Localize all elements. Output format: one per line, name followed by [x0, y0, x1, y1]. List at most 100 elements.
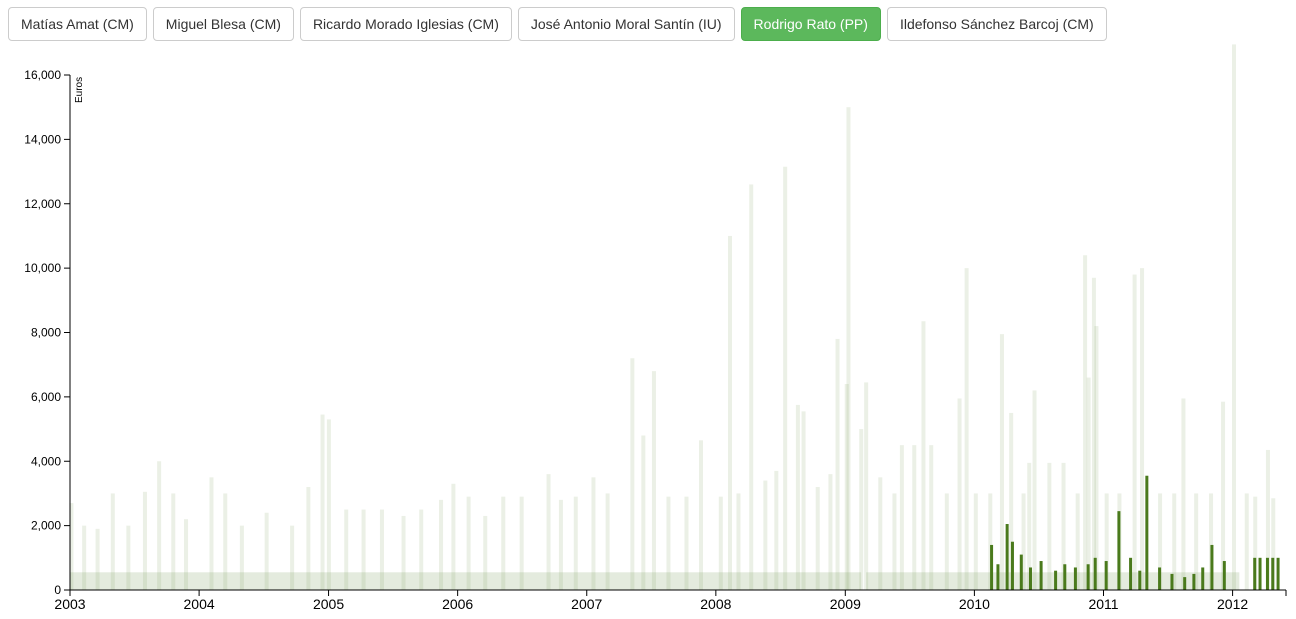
bg-bar-50: [835, 338, 840, 590]
director-button-group: Matías Amat (CM) Miguel Blesa (CM) Ricardo…: [8, 7, 1107, 41]
y-tick-3: 6,000: [31, 390, 70, 404]
bg-bar-23: [451, 483, 456, 590]
x-tick-1: 2004: [184, 590, 215, 612]
director-button-2[interactable]: Ricardo Morado Iglesias (CM): [299, 7, 512, 41]
rato-bar-16: [1145, 475, 1149, 590]
bg-bar-16: [326, 419, 331, 590]
rato-bar-15: [1138, 570, 1142, 590]
bg-bar-34: [641, 435, 646, 590]
rato-bar-4: [1019, 554, 1023, 590]
bg-bar-90: [1253, 496, 1258, 590]
bg-bar-55: [878, 477, 883, 590]
bg-bar-4: [126, 525, 131, 590]
y-tick-5: 10,000: [24, 261, 70, 275]
rato-bar-19: [1183, 577, 1187, 590]
bg-bar-28: [546, 474, 551, 590]
bg-bar-88: [1232, 44, 1237, 590]
bg-bar-22: [439, 499, 444, 590]
bg-bar-48: [815, 487, 820, 590]
bg-bar-61: [944, 493, 949, 590]
bg-bar-44: [774, 470, 779, 590]
bg-bar-60: [929, 445, 934, 590]
bg-bar-69: [1027, 462, 1032, 590]
x-tick-label-3: 2006: [442, 596, 473, 612]
bg-bar-65: [988, 493, 993, 590]
bg-bar-58: [912, 445, 917, 590]
bg-bar-11: [239, 525, 244, 590]
x-tick-label-1: 2004: [184, 596, 215, 612]
rato-bar-14: [1129, 557, 1133, 590]
bg-bar-75: [1086, 377, 1091, 590]
director-button-3[interactable]: José Antonio Moral Santín (IU): [517, 7, 735, 41]
bg-bar-42: [749, 184, 754, 590]
rato-bar-22: [1210, 544, 1214, 590]
bg-bar-10: [223, 493, 228, 590]
director-button-5[interactable]: Ildefonso Sánchez Barcoj (CM): [886, 7, 1107, 41]
bg-bar-15: [320, 414, 325, 590]
rato-bar-20: [1192, 573, 1196, 590]
bg-bar-14: [306, 487, 311, 590]
bg-bar-76: [1091, 277, 1096, 590]
rato-bar-25: [1258, 557, 1262, 590]
bg-bar-83: [1172, 493, 1177, 590]
bg-bar-36: [666, 496, 671, 590]
bg-bar-56: [892, 493, 897, 590]
bg-bar-39: [718, 496, 723, 590]
rato-bar-1: [996, 564, 1000, 590]
bg-bar-68: [1021, 493, 1026, 590]
x-tick-label-0: 2003: [54, 596, 85, 612]
x-axis: 2003 2004 2005 2006 2007 2008 2009 2010 2011 2012: [54, 589, 1287, 612]
rato-bar-10: [1086, 564, 1090, 590]
bg-bar-62: [957, 398, 962, 590]
director-button-4[interactable]: Rodrigo Rato (PP): [740, 7, 881, 41]
x-tick-3: 2006: [442, 590, 473, 612]
bg-bar-57: [899, 445, 904, 590]
bg-bar-81: [1140, 268, 1145, 590]
y-axis: 0 2,000 4,000 6,000 8,000 10,000 12,000 14,000 1…: [24, 68, 71, 597]
bg-bar-7: [171, 493, 176, 590]
bg-bar-52: [846, 107, 851, 590]
bg-bar-40: [727, 235, 732, 590]
bg-bar-17: [344, 509, 349, 590]
x-tick-label-8: 2011: [1088, 596, 1118, 612]
bg-bar-6: [157, 461, 162, 590]
y-tick-2: 4,000: [31, 454, 70, 468]
bg-bar-73: [1075, 493, 1080, 590]
bg-bar-87: [1221, 401, 1226, 590]
y-tick-label-5: 10,000: [24, 261, 61, 275]
bg-bar-70: [1032, 390, 1037, 590]
rato-bar-7: [1054, 570, 1058, 590]
y-tick-0: 0: [54, 583, 70, 597]
rato-bar-28: [1276, 557, 1280, 590]
x-tick-label-2: 2005: [313, 596, 344, 612]
rato-bar-18: [1170, 573, 1174, 590]
bg-bar-64: [973, 493, 978, 590]
bg-bar-77: [1094, 326, 1099, 590]
x-tick-label-7: 2010: [959, 596, 990, 612]
bg-bar-86: [1209, 493, 1214, 590]
bg-bar-78: [1104, 493, 1109, 590]
bg-bar-54: [864, 382, 869, 590]
director-button-0[interactable]: Matías Amat (CM): [8, 7, 147, 41]
background-bars: [69, 44, 1276, 590]
bg-bar-13: [290, 525, 295, 590]
bg-bar-89: [1244, 493, 1249, 590]
bg-bar-85: [1194, 493, 1199, 590]
bg-bar-66: [999, 334, 1004, 590]
bg-bar-35: [651, 371, 656, 590]
x-tick-7: 2010: [959, 590, 990, 612]
director-button-1[interactable]: Miguel Blesa (CM): [152, 7, 294, 41]
bg-bar-38: [698, 440, 703, 590]
x-tick-4: 2007: [571, 590, 603, 612]
bg-bar-53: [859, 429, 864, 590]
x-tick-label-6: 2009: [830, 596, 861, 612]
bg-bar-5: [142, 491, 147, 590]
rato-bar-6: [1039, 561, 1043, 590]
rato-bar-17: [1158, 567, 1162, 590]
bg-bar-12: [264, 512, 269, 590]
highlight-bars: [990, 475, 1280, 590]
bg-bar-46: [795, 404, 800, 590]
bg-bar-21: [419, 509, 424, 590]
bg-bar-26: [501, 496, 506, 590]
